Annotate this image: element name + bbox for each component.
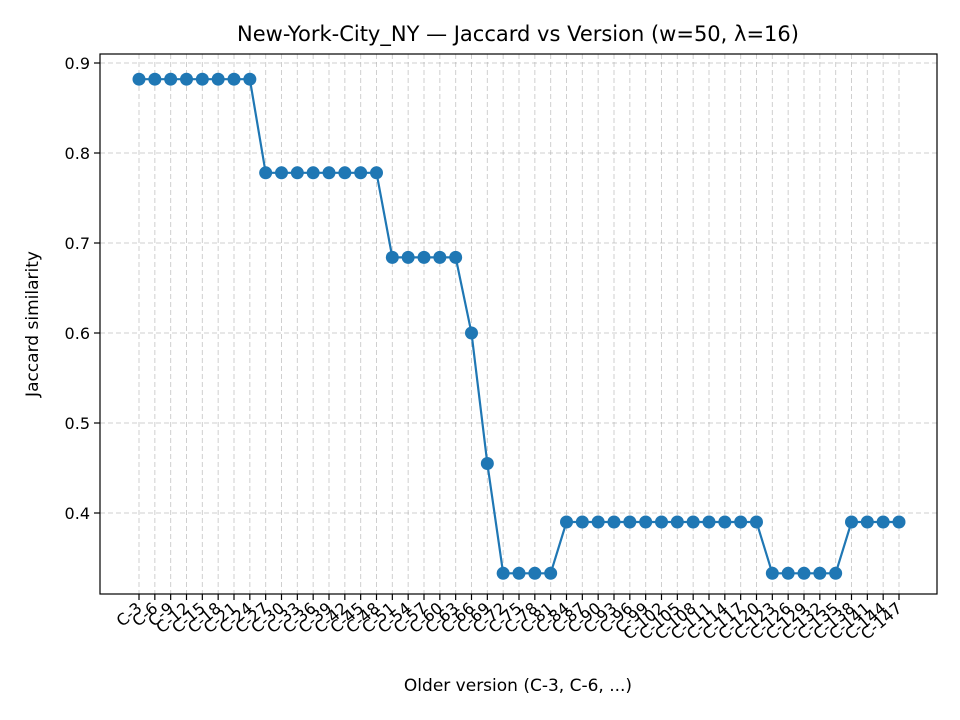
data-point — [892, 515, 906, 529]
data-point — [607, 515, 621, 529]
data-point — [385, 250, 399, 264]
y-axis-label: Jaccard similarity — [23, 251, 43, 398]
data-point — [338, 166, 352, 180]
x-axis-label: Older version (C-3, C-6, ...) — [404, 676, 632, 696]
data-point — [765, 566, 779, 580]
data-point — [401, 250, 415, 264]
data-point — [750, 515, 763, 529]
x-axis-ticks: C-3C-6C-9C-12C-15C-18C-21C-24C-27C-30C-3… — [113, 594, 906, 644]
data-point — [544, 566, 558, 580]
data-point — [781, 566, 795, 580]
data-point — [433, 250, 447, 264]
y-axis-ticks: 0.4 0.5 0.6 0.7 0.8 0.9 — [65, 54, 100, 523]
data-point — [845, 515, 858, 529]
y-tick-label: 0.8 — [65, 144, 90, 163]
data-point — [670, 515, 684, 529]
y-tick-label: 0.6 — [65, 324, 90, 343]
data-points — [132, 72, 906, 580]
grid — [100, 54, 937, 594]
data-point — [512, 566, 526, 580]
data-point — [560, 515, 573, 529]
data-point — [290, 166, 304, 180]
plot-frame — [99, 53, 938, 595]
data-point — [797, 566, 811, 580]
data-point — [132, 72, 146, 86]
data-point — [164, 72, 178, 86]
data-point — [686, 515, 700, 529]
data-point — [354, 166, 368, 180]
data-point — [829, 566, 843, 580]
data-point — [306, 166, 320, 180]
data-point — [227, 72, 241, 86]
y-tick-label: 0.5 — [65, 414, 90, 433]
y-tick-label: 0.7 — [65, 234, 90, 253]
data-point — [322, 166, 336, 180]
data-point — [259, 166, 273, 180]
data-point — [591, 515, 605, 529]
data-point — [195, 72, 209, 86]
data-point — [718, 515, 732, 529]
data-point — [243, 72, 257, 86]
data-point — [860, 515, 874, 529]
data-point — [480, 457, 494, 470]
y-tick-label: 0.4 — [65, 504, 90, 523]
data-point — [575, 515, 589, 529]
data-point — [275, 166, 288, 180]
data-point — [528, 566, 542, 580]
data-point — [465, 326, 478, 340]
data-point — [702, 515, 716, 529]
data-point — [496, 566, 510, 580]
data-point — [734, 515, 748, 529]
data-point — [370, 166, 383, 180]
data-point — [623, 515, 637, 529]
data-point — [876, 515, 890, 529]
data-point — [655, 515, 668, 529]
data-point — [180, 72, 193, 86]
data-point — [211, 72, 225, 86]
y-tick-label: 0.9 — [65, 54, 90, 73]
chart-title: New-York-City_NY — Jaccard vs Version (w… — [237, 22, 799, 47]
data-point — [449, 250, 463, 264]
data-point — [417, 250, 431, 264]
data-point — [148, 72, 162, 86]
data-point — [813, 566, 827, 580]
data-point — [639, 515, 653, 529]
